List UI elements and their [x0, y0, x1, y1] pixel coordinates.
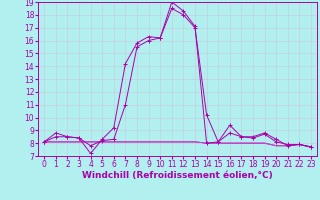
X-axis label: Windchill (Refroidissement éolien,°C): Windchill (Refroidissement éolien,°C) — [82, 171, 273, 180]
